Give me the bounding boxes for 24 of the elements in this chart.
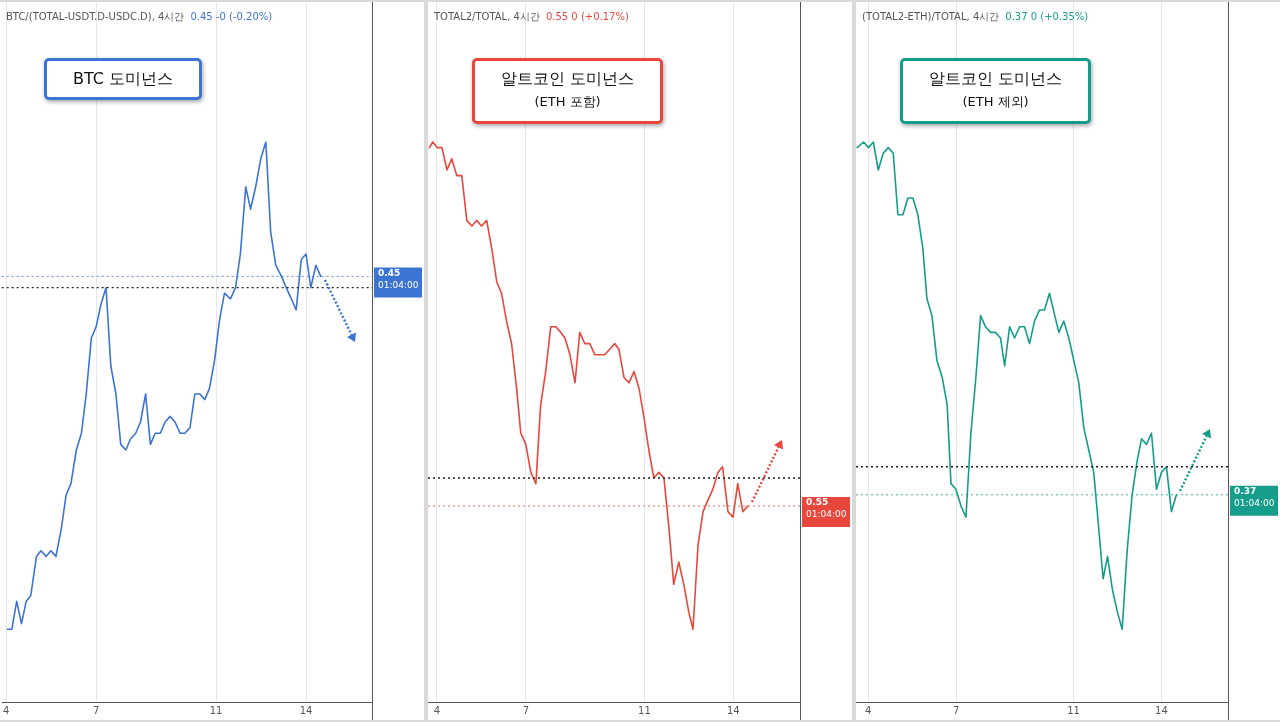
chart-subtitle: 0.45 -0 (-0.20%) [190,11,273,22]
chart-subtitle: 0.55 0 (+0.17%) [545,11,629,22]
chart-title: TOTAL2/TOTAL, 4시간 [434,11,540,22]
chart-title: BTC/(TOTAL-USDT.D-USDC.D), 4시간 [6,11,185,22]
ref-line-label: 0.37 01:04:00 [1234,486,1275,509]
x-tick-label: 11 [1067,704,1080,716]
x-tick-label: 11 [209,704,223,716]
x-tick-label: 14 [1155,704,1168,716]
x-tick-label: 7 [92,704,100,716]
ref-line-label: 0.55 01:04:00 [806,497,847,520]
text: BTC 도미넌스 [73,68,174,90]
x-tick-label: 14 [299,704,313,716]
x-tick-label: 4 [865,704,872,716]
ref-line-label: 0.45 01:04:00 [378,267,419,290]
text: 알트코인 도미넌스 (ETH 포함) [501,68,635,111]
chart-subtitle: 0.37 0 (+0.35%) [1005,11,1089,22]
x-tick-label: 4 [2,704,10,716]
chart-title: (TOTAL2-ETH)/TOTAL, 4시간 [862,11,1000,22]
x-tick-label: 11 [638,704,651,716]
text: 알트코인 도미넌스 (ETH 제외) [929,68,1063,111]
x-tick-label: 7 [953,704,960,716]
x-tick-label: 14 [726,704,740,716]
x-tick-label: 7 [522,704,529,716]
x-tick-label: 4 [433,704,441,716]
